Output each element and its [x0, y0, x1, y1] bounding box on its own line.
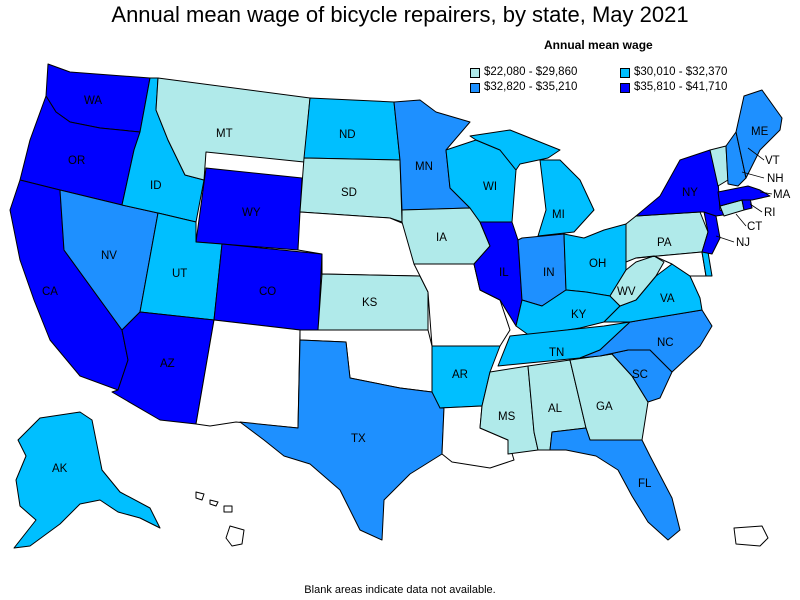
state-label-ak: AK — [52, 463, 68, 475]
state-ma[interactable] — [717, 185, 771, 207]
legend-label: $22,080 - $29,860 — [484, 66, 578, 78]
state-label-nd: ND — [339, 129, 356, 141]
state-label-sd: SD — [341, 187, 357, 199]
legend-item: $32,820 - $35,210 — [470, 81, 577, 94]
legend-swatch — [620, 82, 630, 93]
leader-line — [735, 213, 747, 227]
state-label-ms: MS — [498, 411, 516, 423]
state-ak[interactable] — [13, 411, 161, 549]
state-label-nh: NH — [767, 173, 784, 185]
state-label-in: IN — [543, 267, 555, 279]
state-label-fl: FL — [638, 478, 652, 490]
state-label-ri: RI — [764, 207, 776, 219]
leader-line — [759, 191, 773, 195]
legend-item: $30,010 - $32,370 — [620, 66, 727, 79]
legend-label: $30,010 - $32,370 — [634, 66, 728, 78]
state-label-ny: NY — [682, 187, 698, 199]
state-label-wv: WV — [617, 286, 636, 298]
state-label-il: IL — [499, 267, 509, 279]
legend-label: $35,810 - $41,710 — [634, 81, 728, 93]
state-label-wy: WY — [242, 207, 261, 219]
state-label-va: VA — [660, 293, 675, 305]
state-ny[interactable] — [635, 149, 731, 217]
state-label-wi: WI — [483, 181, 497, 193]
state-label-mn: MN — [415, 161, 433, 173]
state-labels: WA OR CA NV ID MT WY UT AZ CO ND SD KS T… — [42, 95, 791, 490]
state-label-id: ID — [150, 180, 162, 192]
leader-line — [749, 203, 763, 213]
state-label-wa: WA — [84, 95, 102, 107]
state-label-vt: VT — [765, 155, 780, 167]
state-wv[interactable] — [609, 255, 665, 307]
legend-label: $32,820 - $35,210 — [484, 81, 578, 93]
state-il[interactable] — [473, 221, 523, 327]
state-label-sc: SC — [632, 369, 648, 381]
state-label-oh: OH — [589, 258, 606, 270]
leader-line — [741, 171, 765, 179]
state-label-mt: MT — [216, 128, 233, 140]
state-label-co: CO — [259, 286, 276, 298]
leader-line — [715, 235, 735, 243]
legend-item: $35,810 - $41,710 — [620, 81, 727, 94]
state-fl[interactable] — [537, 427, 681, 541]
state-pr[interactable] — [733, 525, 769, 547]
state-label-nc: NC — [657, 337, 674, 349]
state-label-ar: AR — [452, 369, 468, 381]
state-label-nv: NV — [101, 250, 117, 262]
legend-title: Annual mean wage — [544, 38, 653, 52]
state-label-me: ME — [751, 126, 769, 138]
map-title: Annual mean wage of bicycle repairers, b… — [111, 2, 689, 27]
state-label-tn: TN — [549, 347, 564, 359]
legend: Annual mean wage $22,080 - $29,860 $30,0… — [470, 38, 790, 98]
state-label-ct: CT — [747, 221, 762, 233]
state-label-ga: GA — [596, 401, 613, 413]
state-label-tx: TX — [351, 433, 366, 445]
footnote: Blank areas indicate data not available. — [304, 584, 496, 596]
state-label-mi: MI — [552, 209, 565, 221]
state-label-ks: KS — [362, 297, 378, 309]
state-nm[interactable] — [195, 319, 301, 429]
state-mi[interactable] — [469, 129, 595, 237]
legend-swatch — [620, 67, 630, 78]
state-nh[interactable] — [725, 131, 747, 187]
state-ks[interactable] — [317, 273, 429, 331]
state-label-pa: PA — [657, 237, 672, 249]
state-hi[interactable] — [195, 491, 245, 547]
leader-line — [747, 147, 765, 161]
state-nc[interactable] — [579, 309, 713, 373]
state-label-ma: MA — [773, 189, 791, 201]
legend-item: $22,080 - $29,860 — [470, 66, 577, 79]
state-label-ut: UT — [172, 268, 187, 280]
state-label-ca: CA — [42, 286, 58, 298]
state-label-ia: IA — [436, 232, 447, 244]
state-label-or: OR — [68, 155, 85, 167]
state-label-ky: KY — [571, 309, 587, 321]
legend-swatch — [470, 67, 480, 78]
state-label-az: AZ — [160, 358, 175, 370]
legend-swatch — [470, 82, 480, 93]
state-label-al: AL — [548, 403, 563, 415]
state-label-nj: NJ — [736, 237, 750, 249]
state-tx[interactable] — [239, 339, 445, 541]
